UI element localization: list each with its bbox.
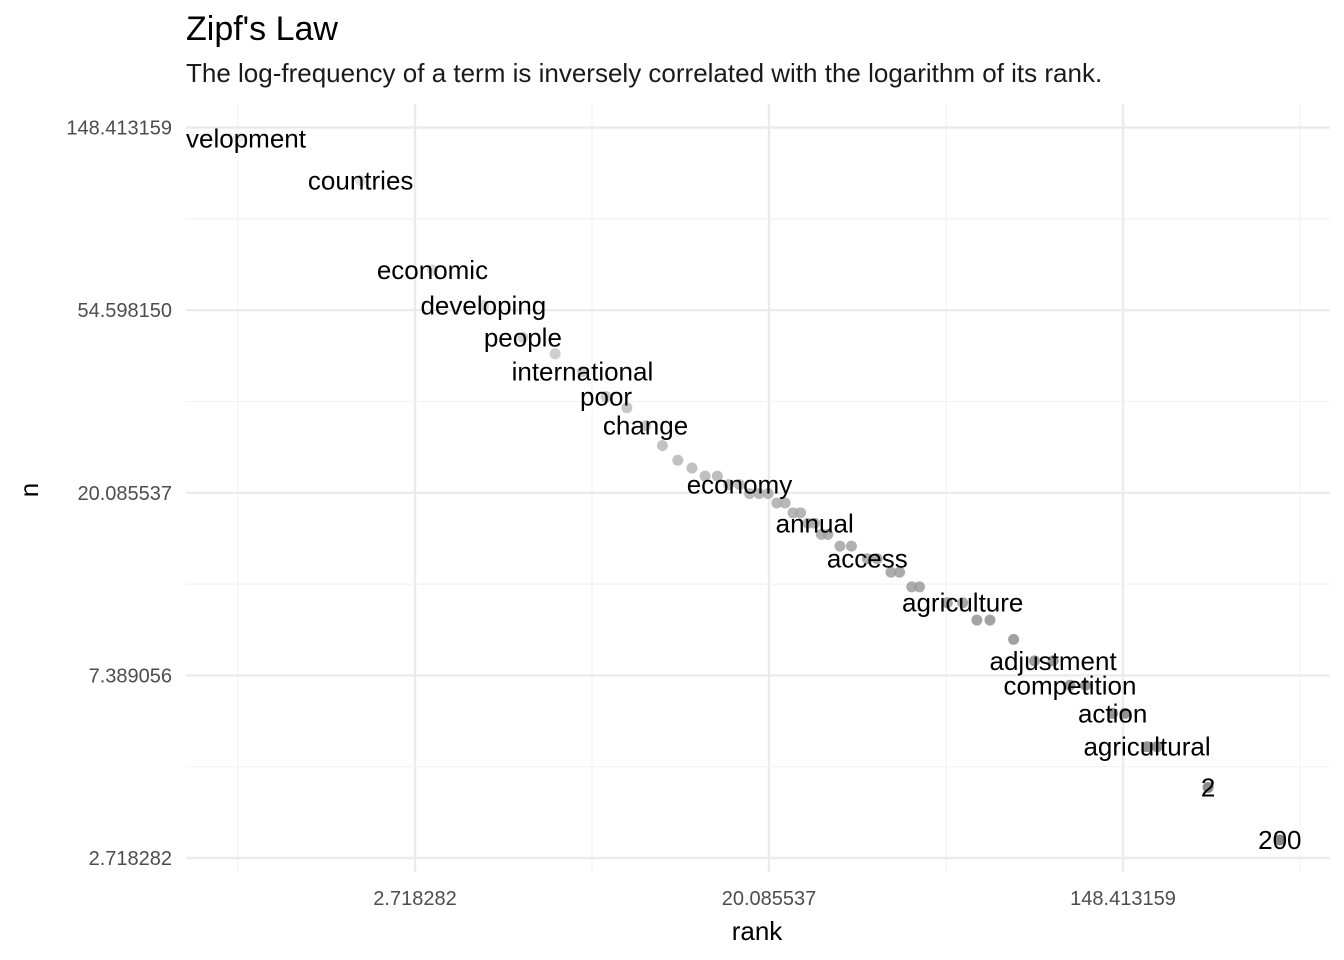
data-point (711, 470, 723, 482)
word-label: adjustment (990, 646, 1118, 676)
data-point (1079, 679, 1091, 691)
word-label: 200 (1258, 825, 1301, 855)
data-point (640, 420, 652, 432)
data-point (795, 507, 807, 519)
word-label: poor (580, 382, 632, 412)
data-point (621, 402, 633, 414)
data-point (834, 540, 846, 552)
x-tick-label: 148.413159 (1070, 888, 1176, 910)
data-point (861, 553, 873, 565)
data-point (1141, 741, 1153, 753)
data-point (232, 132, 244, 144)
data-point (984, 614, 996, 626)
data-point (1008, 633, 1020, 645)
data-point (957, 597, 969, 609)
data-point (1202, 781, 1214, 793)
word-label: competition (1004, 670, 1137, 700)
data-point (941, 597, 953, 609)
data-points (232, 132, 1286, 846)
data-point (600, 391, 612, 403)
data-point (477, 300, 489, 312)
data-point (906, 581, 918, 593)
chart-title: Zipf's Law (186, 10, 338, 48)
y-tick-label: 2.718282 (89, 848, 172, 870)
x-axis-ticks: 2.718282 20.085537 148.413159 (373, 888, 1176, 910)
data-point (1119, 707, 1131, 719)
y-tick-label: 7.389056 (89, 665, 172, 687)
word-label: 2 (1201, 772, 1215, 802)
x-tick-label: 20.085537 (722, 888, 817, 910)
word-label: developing (420, 291, 546, 321)
data-point (549, 348, 561, 360)
chart-subtitle: The log-frequency of a term is inversely… (186, 58, 1102, 88)
word-label: velopment (186, 123, 307, 153)
data-point (779, 497, 791, 509)
data-point (822, 528, 834, 540)
data-point (1107, 707, 1119, 719)
data-point (1064, 679, 1076, 691)
data-point (762, 488, 774, 500)
data-point (686, 462, 698, 474)
word-label: annual (776, 508, 854, 538)
data-point (355, 175, 367, 187)
data-point (787, 507, 799, 519)
data-point (517, 332, 529, 344)
data-point (1047, 655, 1059, 667)
word-label: economy (687, 470, 793, 500)
data-point (885, 566, 897, 578)
word-label: action (1078, 698, 1147, 728)
data-point (1151, 741, 1163, 753)
data-point (576, 366, 588, 378)
data-point (809, 517, 821, 529)
data-point (699, 470, 711, 482)
y-tick-label: 148.413159 (66, 118, 172, 140)
x-axis-title: rank (732, 916, 784, 946)
data-point (871, 553, 883, 565)
word-label: change (603, 411, 688, 441)
word-label: agricultural (1083, 732, 1210, 762)
data-point (672, 454, 684, 466)
data-point (723, 479, 735, 491)
data-point (845, 540, 857, 552)
data-point (913, 581, 925, 593)
data-point (733, 479, 745, 491)
data-point (894, 566, 906, 578)
data-point (753, 488, 765, 500)
data-point (1028, 655, 1040, 667)
y-tick-label: 20.085537 (77, 483, 172, 505)
y-axis-title: n (14, 483, 44, 497)
data-point (1274, 834, 1286, 846)
word-label: international (512, 357, 654, 387)
word-label: economic (377, 255, 488, 285)
data-point (771, 497, 783, 509)
word-label: access (827, 544, 908, 574)
y-tick-label: 54.598150 (77, 300, 172, 322)
data-point (744, 488, 756, 500)
x-tick-label: 2.718282 (373, 888, 456, 910)
word-label: agriculture (902, 588, 1023, 618)
word-label: people (484, 323, 562, 353)
data-point (971, 614, 983, 626)
word-label: countries (308, 166, 414, 196)
y-axis-ticks: 2.718282 7.389056 20.085537 54.598150 148.41… (66, 118, 172, 870)
data-point (426, 264, 438, 276)
data-point (656, 440, 668, 452)
